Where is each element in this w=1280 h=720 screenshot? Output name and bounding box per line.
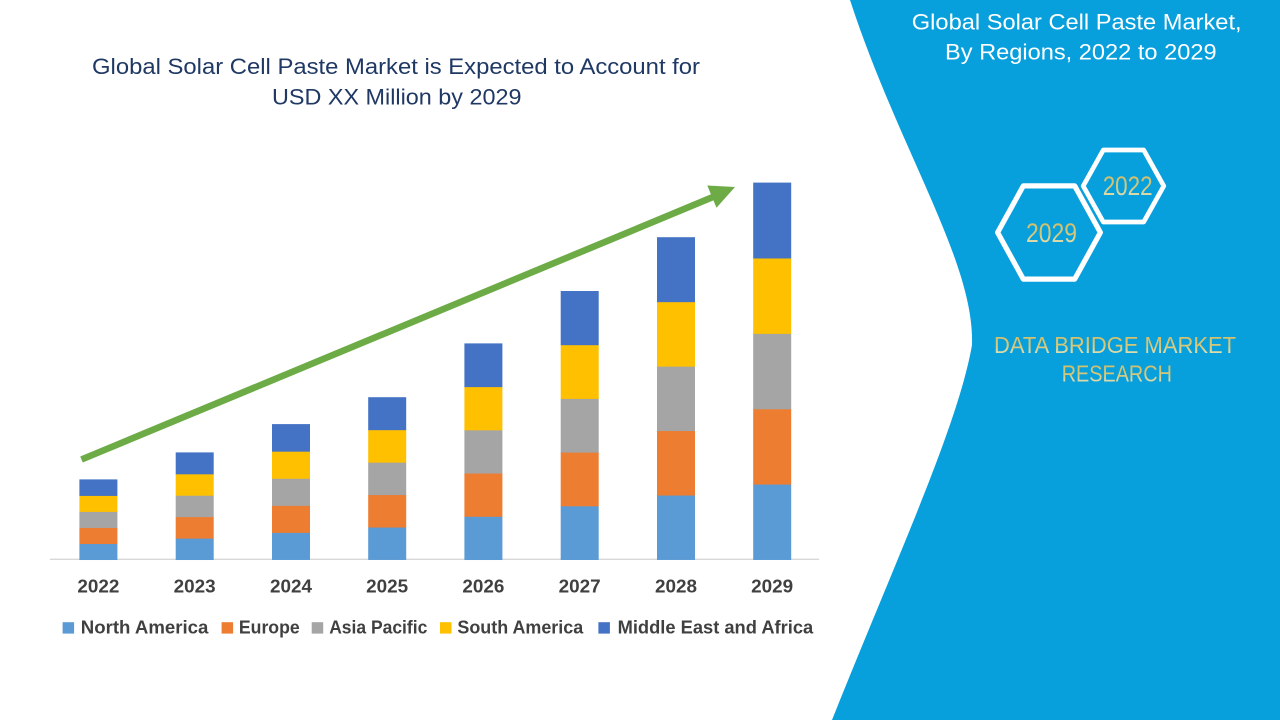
svg-text:2024: 2024 <box>270 576 313 597</box>
svg-text:2028: 2028 <box>655 576 697 597</box>
svg-text:USD XX Million by 2029: USD XX Million by 2029 <box>272 85 522 110</box>
svg-text:Global Solar Cell Paste Market: Global Solar Cell Paste Market, <box>912 9 1242 34</box>
svg-text:RESEARCH: RESEARCH <box>1062 361 1172 387</box>
svg-text:North America: North America <box>81 618 210 638</box>
svg-text:Global Solar Cell Paste Market: Global Solar Cell Paste Market is Expect… <box>92 54 701 79</box>
svg-text:2029: 2029 <box>751 576 793 597</box>
svg-text:DATA BRIDGE MARKET: DATA BRIDGE MARKET <box>994 332 1236 358</box>
svg-text:Middle East and Africa: Middle East and Africa <box>618 618 815 638</box>
svg-text:2025: 2025 <box>366 576 408 597</box>
svg-text:2022: 2022 <box>1103 171 1153 201</box>
svg-text:By Regions, 2022 to 2029: By Regions, 2022 to 2029 <box>945 39 1217 64</box>
svg-text:Asia Pacific: Asia Pacific <box>329 618 427 638</box>
svg-text:2026: 2026 <box>462 576 504 597</box>
svg-text:2022: 2022 <box>77 576 119 597</box>
svg-text:2029: 2029 <box>1026 218 1077 248</box>
svg-text:South America: South America <box>457 618 584 638</box>
svg-text:2023: 2023 <box>174 576 216 597</box>
svg-text:2027: 2027 <box>559 576 601 597</box>
svg-text:Europe: Europe <box>239 618 300 638</box>
